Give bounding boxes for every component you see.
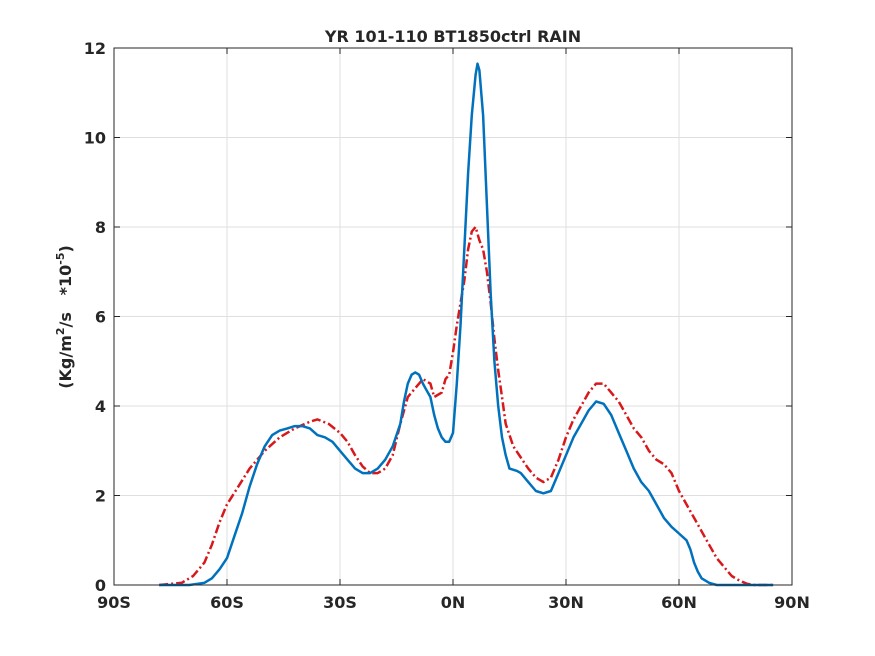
x-tick-label: 0N: [441, 593, 466, 612]
x-tick-label: 30N: [548, 593, 584, 612]
grid: [114, 48, 792, 585]
y-tick-label: 12: [84, 39, 106, 58]
y-tick-label: 4: [95, 397, 106, 416]
x-tick-label: 90N: [774, 593, 810, 612]
series-line-1: [159, 225, 774, 587]
x-tick-label: 60N: [661, 593, 697, 612]
y-tick-label: 2: [95, 487, 106, 506]
y-tick-label: 8: [95, 218, 106, 237]
y-axis-label-exp2: -5: [54, 253, 67, 265]
series-line-2: [159, 62, 774, 587]
y-axis-label-base: (Kg/m: [56, 335, 75, 389]
x-tick-label: 30S: [323, 593, 357, 612]
chart-title: YR 101-110 BT1850ctrl RAIN: [324, 27, 581, 46]
x-tick-label: 90S: [97, 593, 131, 612]
y-axis-label-mid: /s *10: [56, 265, 75, 328]
y-tick-label: 10: [84, 129, 106, 148]
y-axis-label-exp1: 2: [54, 327, 67, 335]
y-tick-label: 6: [95, 308, 106, 327]
ticks: 90S 60S 30S 0N 30N 60N 90N 0 2 4 6 8 10 12: [84, 39, 810, 612]
series-layer: [159, 62, 774, 587]
y-axis-label-end: ): [56, 245, 75, 252]
y-tick-label: 0: [95, 576, 106, 595]
x-tick-label: 60S: [210, 593, 244, 612]
y-axis-label: (Kg/m2/s *10-5): [54, 245, 75, 389]
